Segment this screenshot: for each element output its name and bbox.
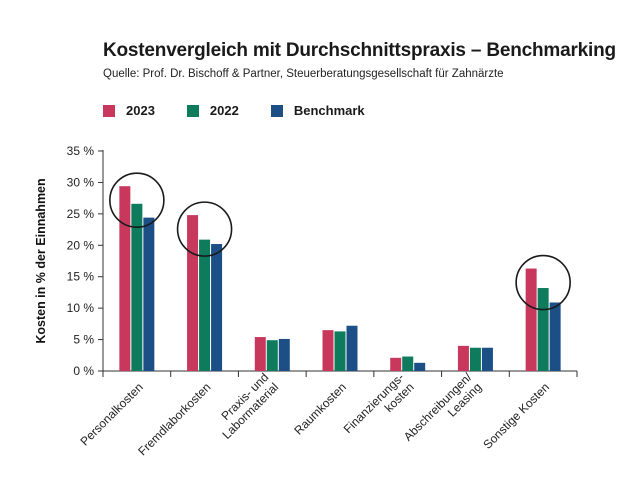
x-category-label-line: Personalkosten	[77, 380, 145, 448]
legend: 2023 2022 Benchmark	[103, 103, 397, 118]
y-tick-label: 5 %	[73, 333, 94, 347]
bar-2023-4	[390, 357, 402, 371]
highlight-circle-1	[176, 201, 233, 257]
x-category-label-line: Raumkosten	[291, 380, 349, 438]
bar-benchmark-6	[549, 302, 561, 371]
x-category-label-line: Fremdlaborkosten	[135, 380, 213, 458]
bar-2022-6	[537, 288, 549, 371]
highlight-circle-6	[515, 254, 571, 311]
bar-2023-2	[254, 337, 266, 371]
x-category-label: Sonstige Kosten	[480, 380, 552, 452]
legend-swatch-2022	[186, 104, 199, 117]
x-category-label: Abschreibungen/Leasing	[401, 370, 485, 454]
x-category-label-line: Sonstige Kosten	[480, 380, 552, 452]
legend-label-2023: 2023	[126, 103, 155, 118]
y-axis-title: Kosten in % der Einnahmen	[34, 178, 48, 343]
bar-2022-3	[334, 331, 346, 371]
bar-benchmark-5	[481, 347, 493, 371]
legend-item-2022: 2022	[186, 103, 239, 118]
x-category-label: Fremdlaborkosten	[135, 380, 213, 458]
chart-subtitle: Quelle: Prof. Dr. Bischoff & Partner, St…	[103, 68, 504, 80]
x-category-label: Personalkosten	[77, 380, 145, 448]
bar-2023-5	[457, 345, 469, 371]
bar-2022-2	[266, 340, 278, 371]
bar-2022-1	[199, 239, 211, 371]
chart-title: Kostenvergleich mit Durchschnittspraxis …	[103, 40, 616, 61]
y-tick-label: 20 %	[67, 238, 95, 252]
y-tick-label: 15 %	[67, 270, 95, 284]
bar-benchmark-3	[346, 325, 358, 371]
x-category-label: Raumkosten	[291, 380, 349, 438]
bar-benchmark-0	[143, 217, 155, 371]
bar-2022-5	[469, 347, 481, 371]
bar-2022-0	[131, 203, 143, 371]
bar-benchmark-2	[278, 338, 290, 371]
bar-2023-0	[119, 186, 131, 371]
legend-label-benchmark: Benchmark	[293, 103, 365, 118]
y-tick-label: 35 %	[67, 144, 95, 158]
bar-benchmark-4	[414, 362, 426, 371]
bar-benchmark-1	[211, 244, 223, 371]
y-tick-label: 10 %	[67, 301, 95, 315]
legend-item-2023: 2023	[103, 103, 155, 118]
x-category-label: Praxis- undLabormaterial	[210, 370, 282, 442]
legend-swatch-2023	[103, 104, 115, 117]
bar-2022-4	[402, 356, 414, 371]
highlight-circle-0	[109, 172, 165, 228]
legend-label-2022: 2022	[209, 103, 239, 118]
bar-2023-6	[525, 268, 537, 371]
bar-2023-1	[187, 215, 199, 371]
y-tick-label: 0 %	[73, 364, 94, 378]
y-tick-label: 30 %	[67, 175, 95, 189]
y-tick-label: 25 %	[67, 207, 95, 221]
legend-item-benchmark: Benchmark	[270, 103, 365, 118]
bar-2023-3	[322, 330, 334, 371]
legend-swatch-benchmark	[270, 104, 283, 117]
